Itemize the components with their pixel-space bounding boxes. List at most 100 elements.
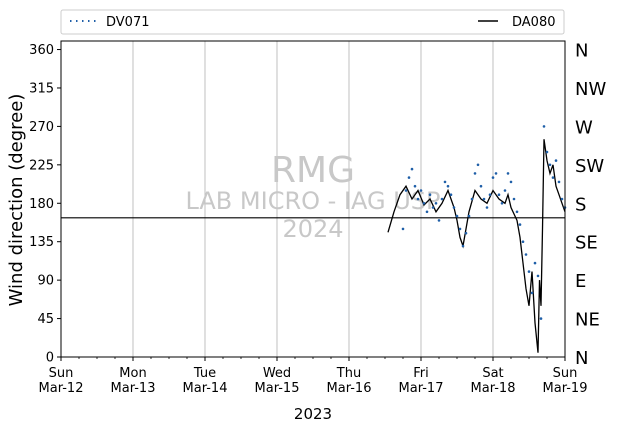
y-tick-label: 90 [37, 274, 54, 289]
data-point-dv071 [452, 206, 456, 209]
legend-label-da080: DA080 [512, 15, 556, 30]
data-point-dv071 [551, 176, 555, 179]
data-point-dv071 [533, 261, 537, 265]
data-point-dv071 [416, 197, 420, 201]
data-point-dv071 [422, 202, 426, 205]
y-tick-label: 360 [29, 43, 54, 58]
data-point-dv071 [401, 227, 405, 231]
data-point-dv071 [554, 159, 558, 162]
x-tick-date: Mar-12 [39, 381, 84, 396]
data-point-dv071 [431, 206, 435, 209]
data-point-dv071 [542, 125, 546, 128]
data-point-dv071 [413, 184, 417, 188]
x-tick-day: Sun [49, 366, 74, 381]
y-axis-ticks: 0 45 90 135 180 225 270 315 360 [29, 43, 61, 366]
data-point-dv071 [524, 253, 528, 256]
data-point-dv071 [500, 202, 504, 205]
x-axis-ticks: SunMar-12MonMar-13TueMar-14WedMar-15ThuM… [39, 357, 588, 396]
data-point-dv071 [470, 197, 474, 201]
data-point-dv071 [440, 197, 444, 201]
y-tick-label: 135 [29, 235, 54, 250]
data-point-dv071 [458, 227, 462, 231]
x-tick-date: Mar-13 [111, 381, 156, 396]
compass-label: N [575, 41, 588, 62]
data-point-dv071 [437, 219, 441, 222]
compass-label: SW [575, 156, 604, 177]
x-tick-day: Thu [336, 366, 361, 381]
data-point-dv071 [428, 193, 432, 196]
watermark: RMG LAB MICRO - IAG USP 2024 [185, 150, 440, 243]
x-tick-date: Mar-18 [471, 381, 516, 396]
x-tick-day: Sun [553, 366, 578, 381]
x-tick-day: Tue [193, 366, 216, 381]
data-point-dv071 [521, 240, 525, 243]
data-point-dv071 [515, 210, 519, 214]
data-point-dv071 [506, 172, 510, 175]
data-point-dv071 [407, 176, 411, 179]
data-point-dv071 [434, 202, 438, 205]
compass-label: N [575, 348, 588, 369]
x-tick-date: Mar-14 [183, 381, 228, 396]
series-layer [387, 125, 567, 353]
compass-label: S [575, 194, 586, 215]
data-point-dv071 [518, 223, 522, 226]
data-point-dv071 [473, 172, 477, 175]
data-point-dv071 [488, 193, 492, 196]
data-point-dv071 [443, 180, 447, 184]
compass-label: E [575, 271, 586, 292]
x-tick-date: Mar-16 [327, 381, 372, 396]
x-tick-date: Mar-15 [255, 381, 300, 396]
data-point-dv071 [485, 206, 489, 209]
legend: DV071 DA080 [60, 9, 565, 35]
compass-labels: N NE E SE S SW W NW N [575, 41, 606, 369]
y-tick-label: 45 [37, 312, 54, 327]
data-point-dv071 [476, 163, 480, 167]
data-point-dv071 [527, 270, 531, 273]
data-point-dv071 [545, 150, 549, 154]
data-point-dv071 [560, 197, 564, 201]
data-point-dv071 [548, 163, 552, 167]
data-point-dv071 [491, 176, 495, 179]
compass-label: NW [575, 79, 606, 100]
x-tick-date: Mar-17 [399, 381, 444, 396]
x-tick-date: Mar-19 [543, 381, 588, 396]
compass-label: NE [575, 310, 600, 331]
data-point-dv071 [410, 167, 414, 171]
compass-label: W [575, 117, 593, 138]
y-tick-label: 225 [29, 158, 54, 173]
data-point-dv071 [461, 244, 465, 248]
y-tick-label: 180 [29, 197, 54, 212]
compass-label: SE [575, 233, 598, 254]
data-point-dv071 [494, 172, 498, 175]
x-tick-day: Mon [119, 366, 146, 381]
data-point-dv071 [557, 180, 561, 184]
x-tick-day: Sat [482, 366, 503, 381]
data-point-dv071 [467, 214, 471, 218]
data-point-dv071 [446, 184, 450, 188]
legend-label-dv071: DV071 [106, 15, 150, 30]
data-point-dv071 [509, 180, 513, 184]
data-point-dv071 [530, 291, 534, 295]
data-point-dv071 [503, 189, 507, 192]
data-point-dv071 [455, 214, 459, 218]
data-point-dv071 [482, 197, 486, 201]
x-axis-title: 2023 [294, 405, 332, 423]
data-point-dv071 [512, 197, 516, 201]
y-tick-label: 270 [29, 120, 54, 135]
y-tick-label: 315 [29, 81, 54, 96]
data-point-dv071 [536, 274, 540, 278]
y-axis-title: Wind direction (degree) [6, 94, 27, 307]
watermark-line-3: 2024 [282, 215, 343, 243]
data-point-dv071 [497, 193, 501, 196]
data-point-dv071 [464, 231, 468, 235]
x-tick-day: Wed [263, 366, 291, 381]
data-point-dv071 [404, 189, 408, 192]
x-tick-day: Fri [413, 366, 429, 381]
data-point-dv071 [449, 193, 453, 196]
y-tick-label: 0 [46, 351, 54, 366]
data-point-dv071 [419, 189, 423, 192]
series-line-da080 [387, 139, 566, 353]
data-point-dv071 [425, 210, 429, 214]
watermark-line-1: RMG [271, 150, 355, 191]
